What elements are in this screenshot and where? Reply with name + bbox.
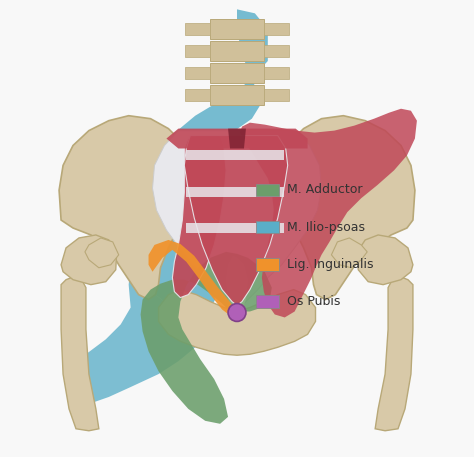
Polygon shape [210,85,264,105]
Polygon shape [282,116,415,300]
Polygon shape [185,23,210,35]
Bar [256,295,279,308]
Polygon shape [61,235,117,285]
Polygon shape [61,275,99,431]
Polygon shape [226,256,248,318]
Polygon shape [264,23,289,35]
Ellipse shape [228,303,246,321]
Polygon shape [186,223,284,233]
Polygon shape [228,128,246,149]
Polygon shape [264,89,289,101]
Polygon shape [166,128,308,149]
Polygon shape [153,131,321,309]
Polygon shape [85,238,118,268]
Polygon shape [173,136,226,298]
Polygon shape [210,63,264,83]
Polygon shape [186,187,284,197]
Polygon shape [185,45,210,57]
Polygon shape [185,89,210,101]
Polygon shape [158,290,316,355]
Text: M. Ilio-psoas: M. Ilio-psoas [287,221,365,234]
Polygon shape [210,41,264,61]
Polygon shape [210,19,264,39]
Polygon shape [357,235,413,285]
Polygon shape [141,252,272,424]
Bar [256,258,279,271]
Text: Os Pubis: Os Pubis [287,295,341,308]
Polygon shape [185,67,210,79]
Polygon shape [331,238,367,268]
Polygon shape [240,109,417,318]
Polygon shape [148,240,238,315]
Polygon shape [66,255,205,404]
Text: M. Adductor: M. Adductor [287,183,363,197]
Bar [256,221,279,234]
Polygon shape [59,116,190,300]
Polygon shape [264,45,289,57]
Polygon shape [375,275,413,431]
Polygon shape [138,9,268,318]
Bar [256,184,279,196]
Text: Lig. Inguinalis: Lig. Inguinalis [287,258,374,271]
Polygon shape [186,150,284,160]
Polygon shape [184,136,288,306]
Polygon shape [264,67,289,79]
